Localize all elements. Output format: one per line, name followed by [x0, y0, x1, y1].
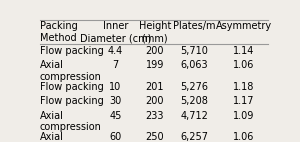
- Text: 1.17: 1.17: [233, 96, 254, 106]
- Text: 1.18: 1.18: [233, 82, 254, 92]
- Text: 45: 45: [109, 110, 122, 121]
- Text: 201: 201: [146, 82, 164, 92]
- Text: Flow packing: Flow packing: [40, 96, 104, 106]
- Text: 5,276: 5,276: [180, 82, 208, 92]
- Text: 1.06: 1.06: [233, 132, 254, 142]
- Text: Axial
compression: Axial compression: [40, 132, 102, 142]
- Text: 7: 7: [112, 60, 119, 70]
- Text: Inner
Diameter (cm): Inner Diameter (cm): [80, 21, 151, 43]
- Text: 6,063: 6,063: [181, 60, 208, 70]
- Text: Height
(mm): Height (mm): [139, 21, 171, 43]
- Text: 1.06: 1.06: [233, 60, 254, 70]
- Text: 200: 200: [146, 46, 164, 56]
- Text: 4,712: 4,712: [181, 110, 208, 121]
- Text: 4.4: 4.4: [108, 46, 123, 56]
- Text: Flow packing: Flow packing: [40, 46, 104, 56]
- Text: Axial
compression: Axial compression: [40, 110, 102, 132]
- Text: 199: 199: [146, 60, 164, 70]
- Text: Axial
compression: Axial compression: [40, 60, 102, 82]
- Text: 10: 10: [109, 82, 122, 92]
- Text: 5,208: 5,208: [181, 96, 208, 106]
- Text: 200: 200: [146, 96, 164, 106]
- Text: 5,710: 5,710: [181, 46, 208, 56]
- Text: 30: 30: [109, 96, 122, 106]
- Text: Asymmetry: Asymmetry: [216, 21, 272, 31]
- Text: Packing
Method: Packing Method: [40, 21, 78, 43]
- Text: 250: 250: [146, 132, 164, 142]
- Text: 233: 233: [146, 110, 164, 121]
- Text: Plates/m: Plates/m: [173, 21, 216, 31]
- Text: 6,257: 6,257: [180, 132, 208, 142]
- Text: 60: 60: [109, 132, 122, 142]
- Text: Flow packing: Flow packing: [40, 82, 104, 92]
- Text: 1.09: 1.09: [233, 110, 254, 121]
- Text: 1.14: 1.14: [233, 46, 254, 56]
